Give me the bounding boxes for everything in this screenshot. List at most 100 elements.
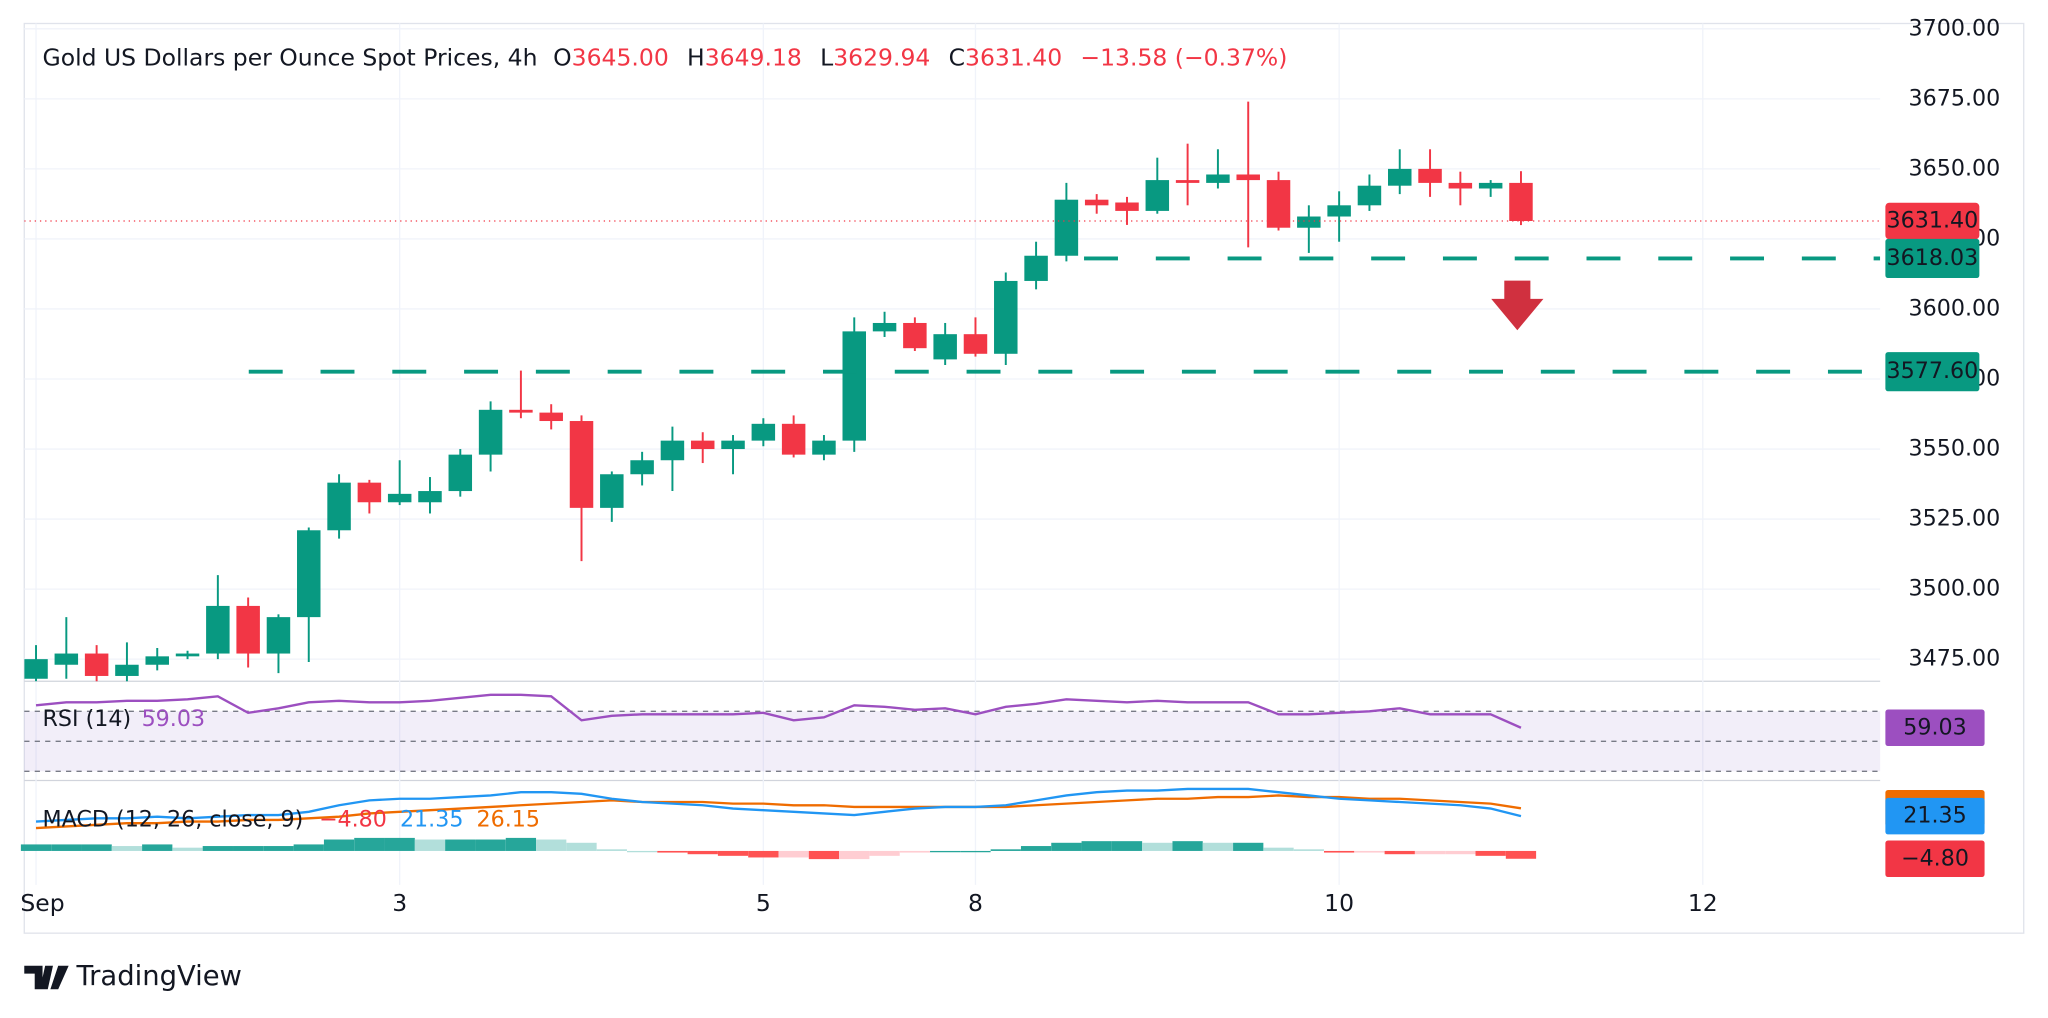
ohlc-key: C [949, 43, 965, 71]
macd-line [35, 794, 1522, 830]
y-tick-label: 3475.00 [1909, 646, 2001, 672]
candle-body [1297, 216, 1321, 228]
ohlc-key: L [820, 43, 833, 71]
candle-body [1236, 174, 1260, 181]
macd-histogram-bar [505, 837, 537, 851]
macd-name: MACD (12, 26, close, 9) [43, 806, 304, 832]
macd-histogram-bar [111, 846, 143, 851]
x-tick-label: 5 [756, 889, 771, 917]
macd-histogram-bar [1142, 842, 1173, 851]
macd-histogram-bar [81, 844, 112, 851]
macd-histogram-bar [263, 846, 294, 851]
candle-body [206, 605, 230, 654]
candle-body [357, 482, 382, 503]
candle-body [963, 334, 988, 354]
candle-body [478, 409, 503, 455]
macd-histogram-bar [172, 847, 203, 851]
candle-body [84, 653, 109, 676]
macd-histogram-bar [445, 839, 476, 851]
macd-box [1885, 797, 1985, 835]
candle-body [1084, 199, 1109, 206]
macd-histogram-bar [1475, 850, 1506, 856]
macd-histogram-bar [354, 837, 385, 851]
rsi-legend: RSI (14) 59.03 [43, 706, 206, 732]
ohlc-key: H [687, 43, 705, 71]
candle-body [751, 423, 776, 441]
candle-body [175, 653, 200, 657]
level-label: 3577.60 [1887, 358, 1979, 384]
macd-histogram-bar [1081, 841, 1112, 851]
macd-histogram-bar [717, 850, 749, 856]
macd-histogram-bar [839, 850, 870, 860]
down-arrow [1491, 280, 1544, 331]
y-tick-label: 3500.00 [1909, 576, 2001, 602]
candle-body [690, 440, 715, 450]
candle-body [1357, 185, 1382, 206]
y-tick-label: 3550.00 [1909, 436, 2001, 462]
candle-body [236, 605, 260, 654]
macd-histogram-bar [899, 850, 931, 853]
candle-body [1024, 255, 1048, 281]
candle-body [1206, 174, 1230, 183]
candle-body [721, 440, 745, 450]
macd-histogram-bar [414, 839, 446, 851]
candle-body [812, 440, 836, 455]
macd-histogram-bar [778, 850, 809, 858]
last-price-label: 3631.40 [1887, 207, 1979, 233]
macd-histogram-bar [384, 837, 415, 851]
candle-body [569, 421, 594, 508]
candle-body [842, 331, 867, 441]
candle-body [660, 440, 685, 461]
macd-histogram-bar [323, 839, 355, 851]
y-tick-label: 3700.00 [1909, 15, 2001, 41]
candle-body [24, 659, 48, 679]
macd-hist-value: −4.80 [319, 806, 387, 832]
brand: TradingView [75, 961, 242, 992]
ohlc-value: 3649.18 [705, 43, 802, 71]
candle-body [1054, 199, 1079, 256]
candle-body [448, 454, 473, 492]
macd-histogram-bar [20, 844, 52, 851]
candle-body [872, 322, 897, 332]
macd-histogram-bar [1323, 850, 1355, 853]
rsi-name: RSI (14) [43, 706, 132, 732]
macd-histogram-bar [869, 850, 900, 856]
macd-histogram-bar [960, 850, 991, 853]
price-plot [24, 101, 1881, 682]
macd-histogram-bar [687, 850, 718, 855]
macd-histogram-bar [626, 850, 658, 853]
macd-histogram-bar [233, 846, 264, 851]
grid [24, 23, 1881, 885]
macd-histogram-bar [1051, 842, 1082, 851]
candle-body [539, 412, 563, 422]
candle-body [115, 664, 139, 676]
chart-title: Gold US Dollars per Ounce Spot Prices, 4… [43, 43, 538, 71]
macd-histogram-bar [930, 850, 961, 853]
macd-histogram-bar [202, 846, 233, 851]
rsi-line [35, 693, 1522, 729]
last-price-box [1885, 202, 1980, 240]
candle-body [145, 656, 169, 665]
macd-histogram-bar [536, 839, 567, 851]
candle-body [933, 334, 957, 360]
header: Gold US Dollars per Ounce Spot Prices, 4… [43, 43, 1288, 71]
level-box [1885, 352, 1980, 392]
x-tick-label: 12 [1688, 889, 1718, 917]
macd-histogram-bar [596, 849, 627, 851]
macd-histogram-bar [1414, 850, 1446, 855]
candle-body [994, 280, 1018, 354]
macd-box-label: 21.35 [1903, 803, 1966, 829]
rsi-box [1885, 709, 1985, 747]
brand-logo: TradingView [24, 961, 242, 992]
macd-histogram-bar [1233, 842, 1264, 851]
macd-histogram-bar [657, 850, 688, 853]
candle-body [1266, 180, 1291, 228]
candle-body [418, 491, 442, 503]
macd-histogram-bar [1020, 846, 1052, 851]
macd-histogram-bar [1172, 841, 1203, 851]
macd-histogram-bar [475, 839, 506, 851]
candle-body [1115, 202, 1139, 211]
candle-body [1145, 180, 1170, 211]
